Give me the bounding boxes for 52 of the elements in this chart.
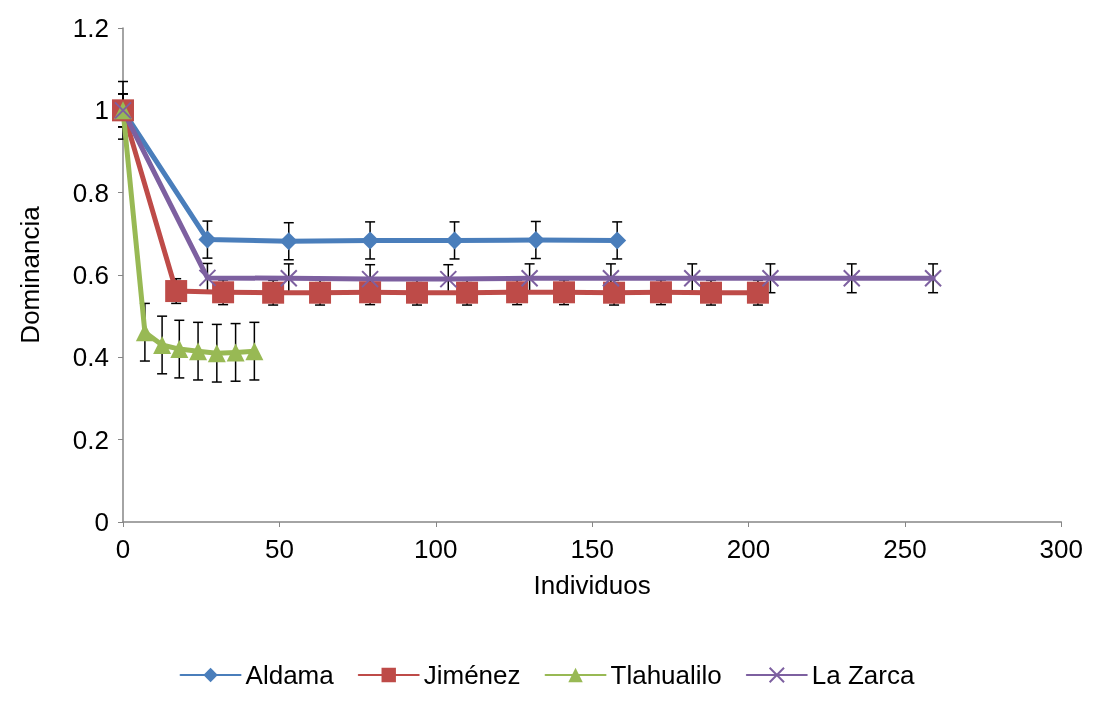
point: [207, 344, 226, 363]
legend-label: La Zarca: [811, 660, 915, 690]
point: [170, 340, 189, 359]
point: [842, 269, 861, 288]
point: [359, 281, 382, 304]
point: [262, 281, 285, 304]
legend-label: Jiménez: [423, 660, 521, 690]
y-tick-label: 0.8: [72, 177, 109, 208]
point: [553, 281, 576, 304]
point: [761, 269, 780, 288]
x-tick-label: 0: [115, 534, 131, 564]
point: [506, 281, 529, 304]
y-tick-label: 0.2: [72, 424, 109, 455]
point: [226, 343, 245, 362]
y-axis-title: Dominancia: [15, 205, 45, 344]
point: [361, 270, 380, 289]
point: [608, 231, 627, 250]
legend-label: Aldama: [245, 660, 335, 690]
x-axis-title: Individuos: [533, 570, 651, 600]
point: [212, 281, 235, 304]
point: [245, 342, 264, 361]
y-tick-label: 1: [94, 95, 109, 126]
legend-label: Tlahualilo: [610, 660, 722, 690]
point: [520, 269, 539, 288]
point: [309, 281, 332, 304]
point: [700, 281, 723, 304]
y-tick-label: 0: [94, 507, 109, 537]
point: [279, 232, 298, 251]
x-tick-label: 250: [883, 534, 927, 564]
y-tick-label: 1.2: [72, 13, 109, 43]
point: [198, 268, 217, 287]
point: [649, 281, 672, 304]
x-tick-label: 100: [414, 534, 458, 564]
point: [746, 281, 769, 304]
x-tick-label: 150: [570, 534, 614, 564]
point: [198, 230, 217, 249]
y-tick-label: 0.4: [72, 342, 109, 373]
point: [189, 342, 208, 361]
point: [603, 281, 626, 304]
point: [165, 280, 188, 303]
x-tick-label: 300: [1039, 534, 1084, 564]
point: [924, 269, 943, 288]
point: [439, 270, 458, 289]
point: [279, 269, 298, 288]
y-tick-label: 0.6: [72, 260, 109, 290]
point: [683, 269, 702, 288]
point: [153, 335, 172, 354]
x-tick-label: 200: [726, 534, 771, 564]
point: [456, 281, 479, 304]
x-tick-label: 50: [264, 534, 294, 564]
point: [601, 269, 620, 288]
point: [406, 281, 428, 304]
